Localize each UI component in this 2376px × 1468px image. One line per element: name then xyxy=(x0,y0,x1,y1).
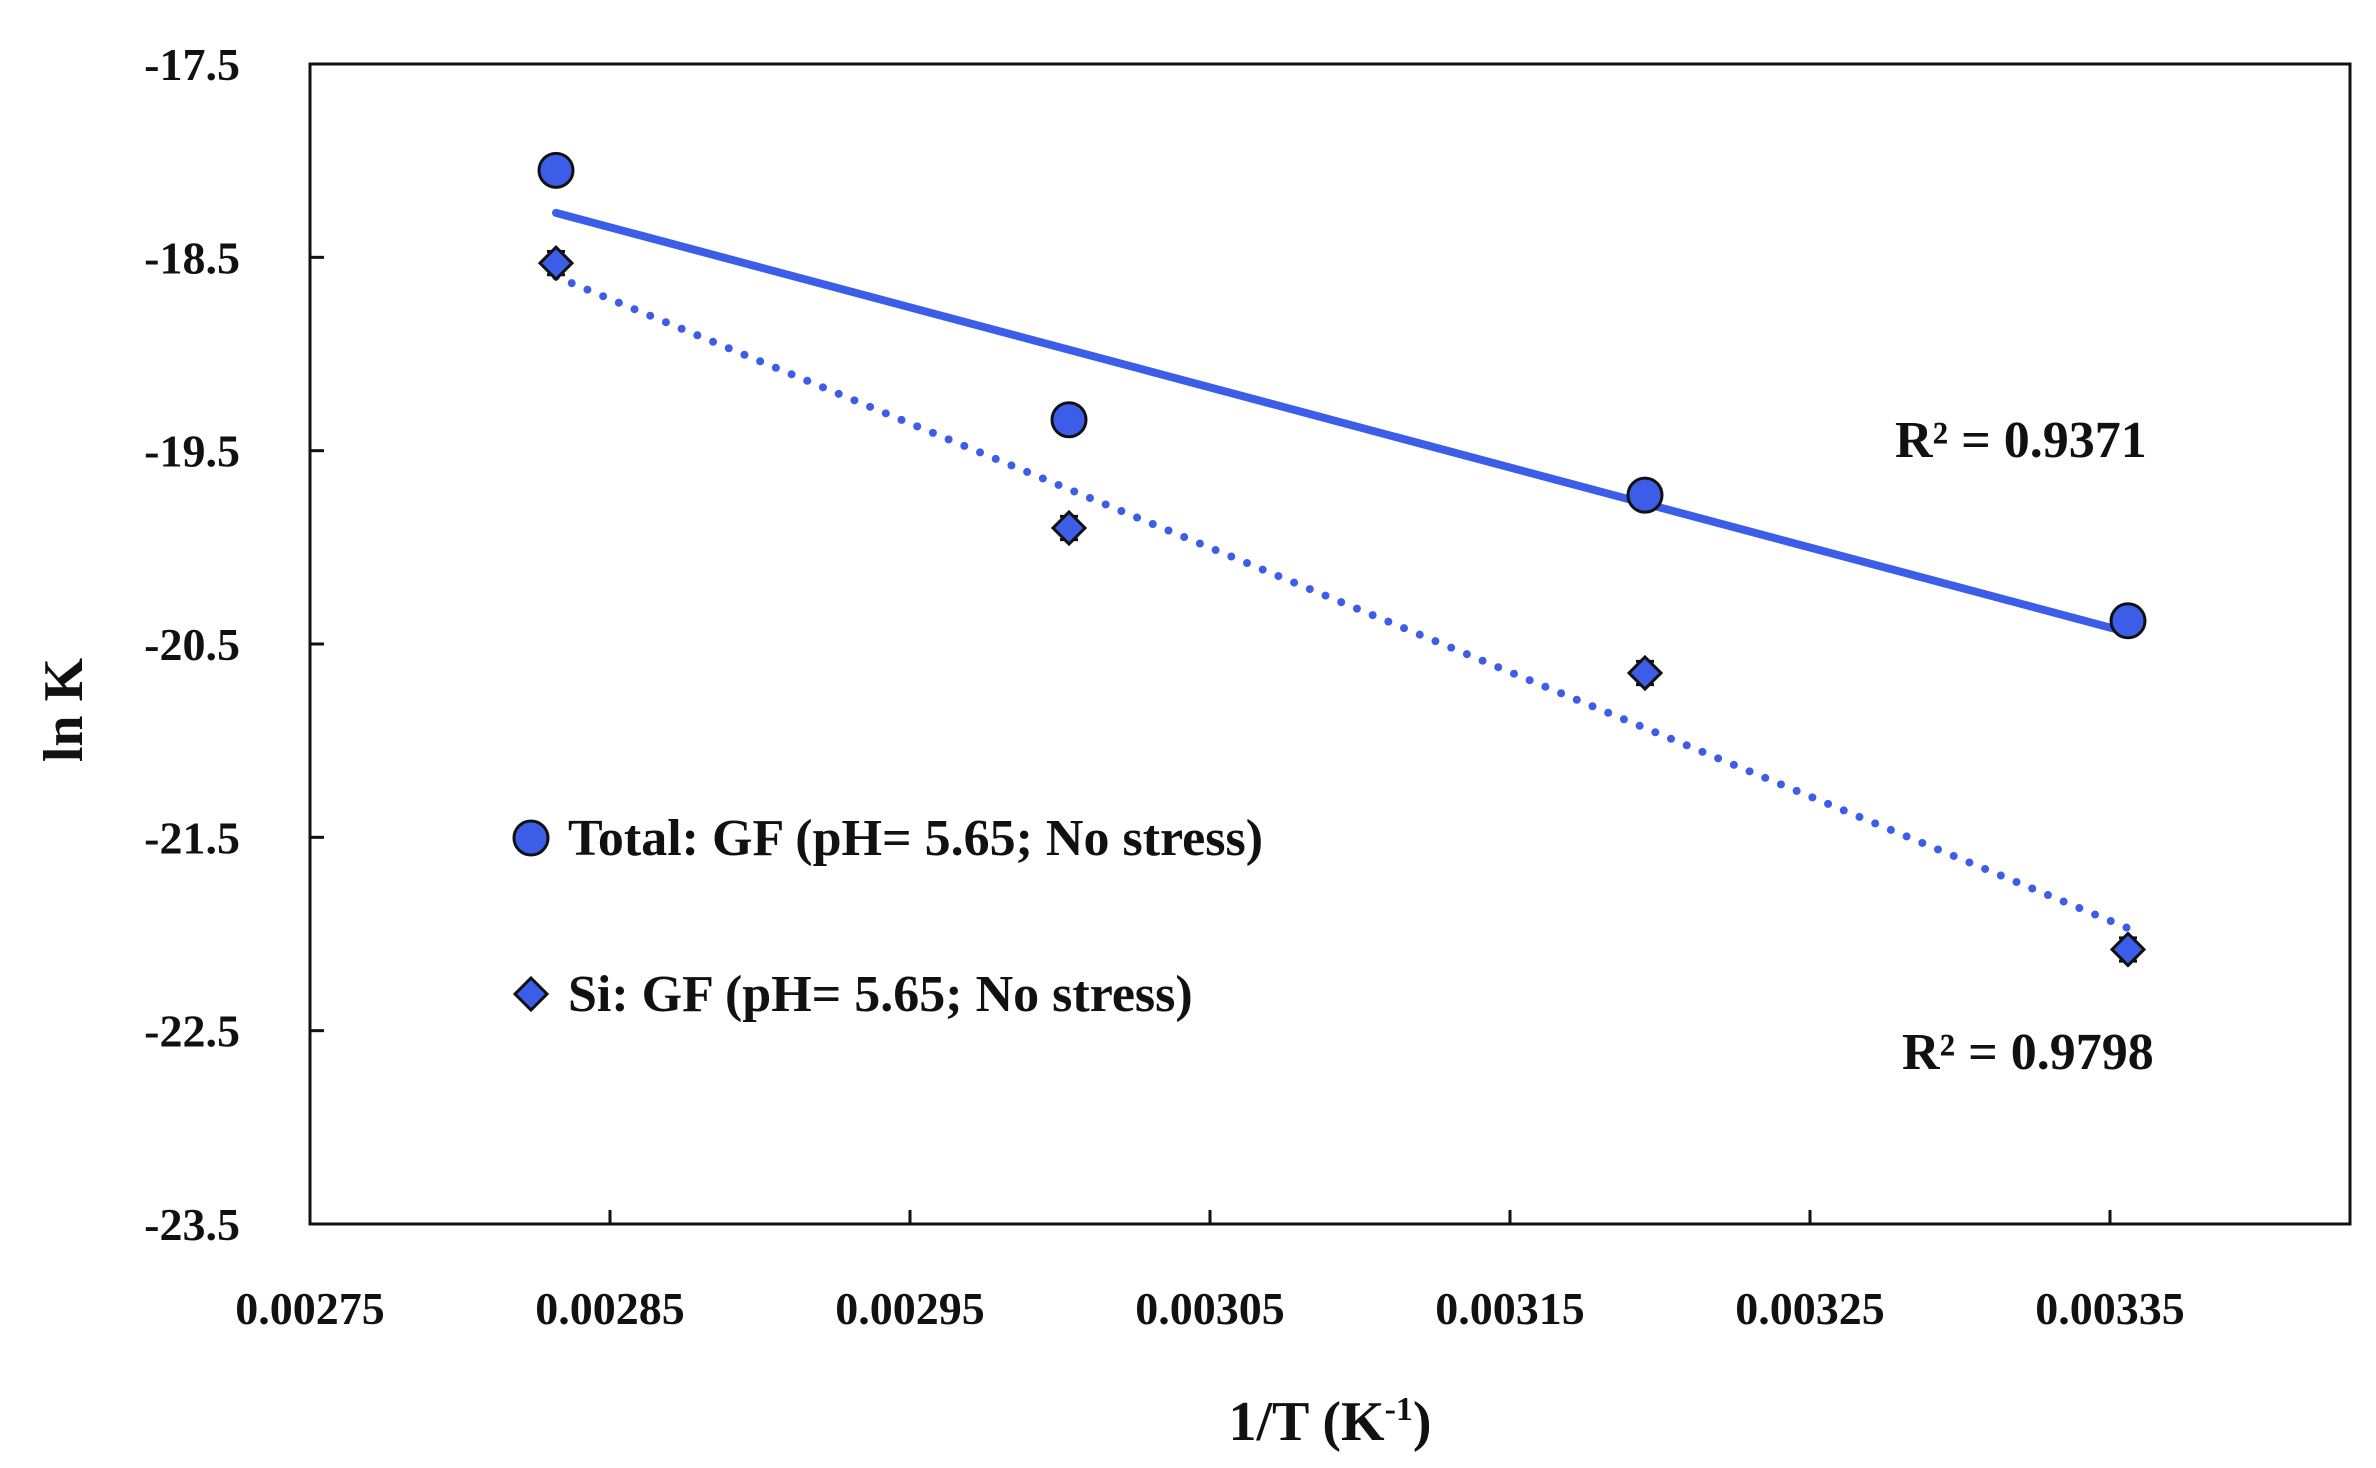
data-point-total xyxy=(2109,602,2147,640)
legend-label-si: Si: GF (pH= 5.65; No stress) xyxy=(568,966,1193,1023)
x-axis-title-main: 1/T (K xyxy=(1228,1391,1385,1453)
x-tick-label: 0.00275 xyxy=(235,1283,385,1334)
x-tick-label: 0.00285 xyxy=(535,1283,685,1334)
data-points xyxy=(537,151,2147,968)
r2-label-total: R² = 0.9371 xyxy=(1895,412,2147,469)
x-tick-label: 0.00295 xyxy=(835,1283,985,1334)
x-axis-title-close: ) xyxy=(1413,1391,1432,1453)
y-tick-label: -19.5 xyxy=(144,426,240,477)
y-tick-label: -18.5 xyxy=(144,232,240,283)
data-point-si xyxy=(1626,654,1664,692)
legend-marker-total xyxy=(512,819,550,857)
data-point-si xyxy=(537,245,575,282)
data-point-total xyxy=(1626,476,1664,514)
y-tick-label: -22.5 xyxy=(144,1006,240,1057)
legend-label-total: Total: GF (pH= 5.65; No stress) xyxy=(568,810,1263,867)
legend: Total: GF (pH= 5.65; No stress) Si: GF (… xyxy=(512,810,1263,1023)
x-tick-label: 0.00325 xyxy=(1735,1283,1885,1334)
trendline-si xyxy=(552,272,2132,933)
x-axis-title-superscript: -1 xyxy=(1385,1391,1413,1428)
data-point-total xyxy=(1050,401,1088,439)
trendline-total xyxy=(552,208,2132,637)
x-ticks: 0.00275 0.00285 0.00295 0.00305 0.00315 0.003… xyxy=(235,1210,2185,1334)
data-point-si xyxy=(1050,509,1088,547)
r2-label-si: R² = 0.9798 xyxy=(1902,1024,2154,1081)
y-tick-label: -20.5 xyxy=(144,619,240,670)
y-tick-label: -17.5 xyxy=(144,39,240,90)
y-tick-label: -23.5 xyxy=(144,1199,240,1250)
data-point-si xyxy=(2109,931,2147,968)
x-axis-title: 1/T (K-1) xyxy=(1228,1391,1431,1453)
legend-marker-si xyxy=(512,975,550,1013)
x-tick-label: 0.00335 xyxy=(2035,1283,2185,1334)
data-point-total xyxy=(537,151,575,189)
y-ticks: -17.5 -18.5 -19.5 -20.5 -21.5 -22.5 -23.5 xyxy=(144,39,324,1250)
trendlines xyxy=(552,208,2132,933)
x-tick-label: 0.00305 xyxy=(1135,1283,1285,1334)
y-tick-label: -21.5 xyxy=(144,812,240,863)
y-axis-title: ln K xyxy=(33,657,95,762)
plot-area xyxy=(308,62,2352,1226)
x-tick-label: 0.00315 xyxy=(1435,1283,1585,1334)
